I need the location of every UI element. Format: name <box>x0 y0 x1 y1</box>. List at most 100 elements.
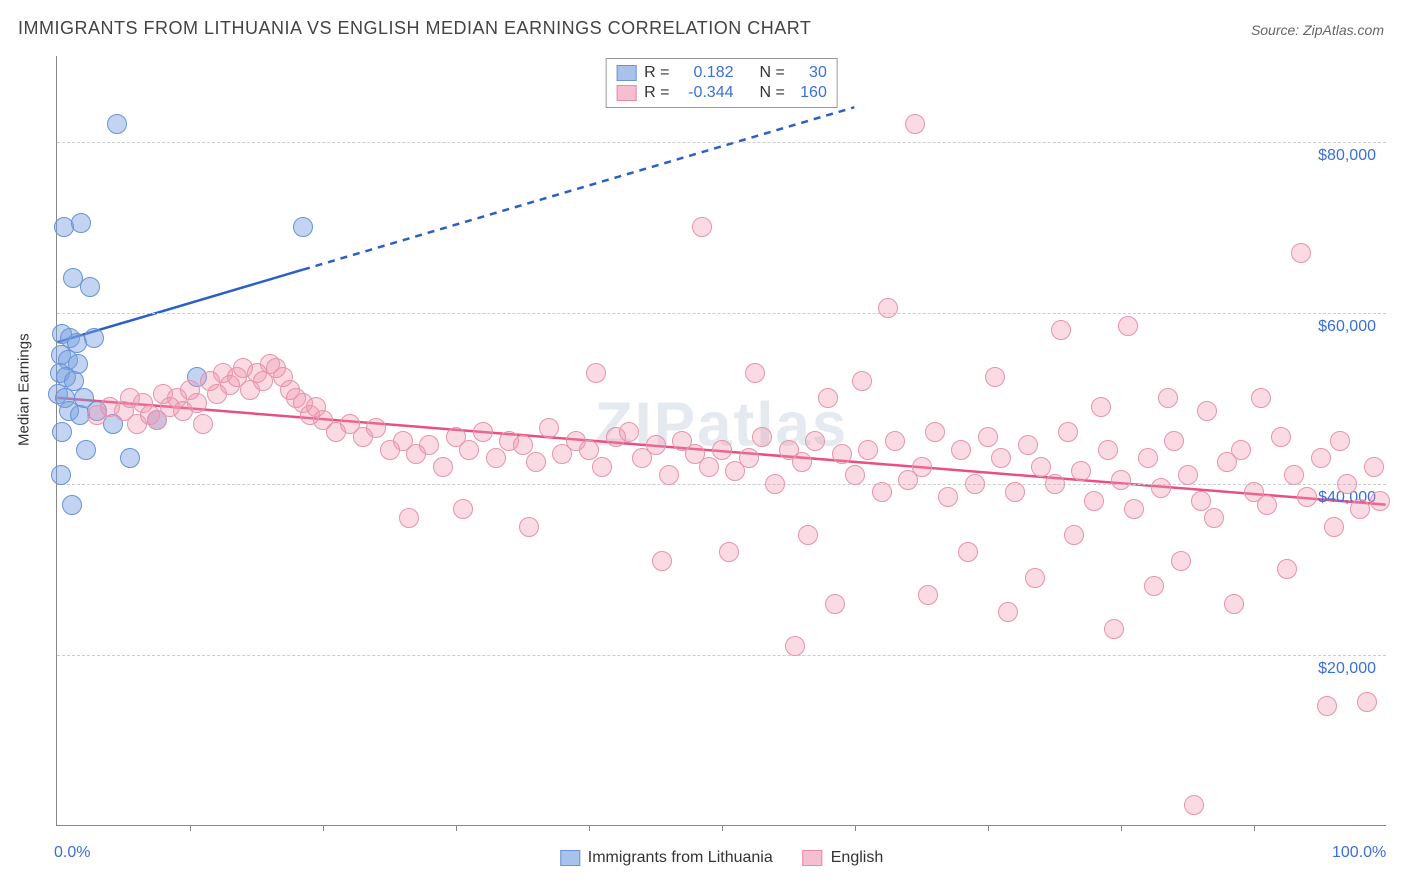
y-tick-label: $80,000 <box>1318 147 1376 165</box>
english-point <box>1337 474 1357 494</box>
x-tick <box>190 825 191 831</box>
n-value: 30 <box>793 64 827 82</box>
english-point <box>912 457 932 477</box>
english-point <box>366 418 386 438</box>
english-point <box>592 457 612 477</box>
lithuania-point <box>84 328 104 348</box>
english-point <box>513 435 533 455</box>
english-point <box>1191 491 1211 511</box>
english-point <box>1364 457 1384 477</box>
lithuania-trendline-dashed <box>303 107 854 269</box>
english-point <box>1031 457 1051 477</box>
english-point <box>1224 594 1244 614</box>
english-point <box>985 367 1005 387</box>
english-point <box>1311 448 1331 468</box>
english-point <box>473 422 493 442</box>
n-label: N = <box>760 64 785 82</box>
english-point <box>1051 320 1071 340</box>
english-point <box>187 393 207 413</box>
english-point <box>1357 692 1377 712</box>
x-axis-min-label: 0.0% <box>54 844 90 862</box>
lithuania-point <box>52 422 72 442</box>
english-point <box>958 542 978 562</box>
english-point <box>1370 491 1390 511</box>
english-point <box>858 440 878 460</box>
english-point <box>765 474 785 494</box>
english-point <box>845 465 865 485</box>
english-point <box>752 427 772 447</box>
x-tick <box>1121 825 1122 831</box>
english-point <box>1111 470 1131 490</box>
english-point <box>1330 431 1350 451</box>
english-point <box>1251 388 1271 408</box>
english-point <box>646 435 666 455</box>
legend-swatch <box>560 850 580 866</box>
english-point <box>1138 448 1158 468</box>
x-tick <box>988 825 989 831</box>
english-point <box>193 414 213 434</box>
y-tick-label: $60,000 <box>1318 318 1376 336</box>
english-point <box>832 444 852 464</box>
english-point <box>1144 576 1164 596</box>
legend-stats-box: R =0.182N =30R =-0.344N =160 <box>605 58 838 108</box>
english-point <box>1204 508 1224 528</box>
plot-area: ZIPatlas R =0.182N =30R =-0.344N =160 Im… <box>56 56 1386 826</box>
english-point <box>399 508 419 528</box>
r-label: R = <box>644 64 669 82</box>
english-point <box>619 422 639 442</box>
english-point <box>1171 551 1191 571</box>
english-point <box>991 448 1011 468</box>
english-point <box>1025 568 1045 588</box>
r-value: -0.344 <box>678 84 734 102</box>
english-point <box>798 525 818 545</box>
english-point <box>652 551 672 571</box>
x-tick <box>456 825 457 831</box>
english-point <box>692 217 712 237</box>
r-label: R = <box>644 84 669 102</box>
english-point <box>712 440 732 460</box>
english-point <box>818 388 838 408</box>
english-point <box>719 542 739 562</box>
english-point <box>1124 499 1144 519</box>
english-point <box>872 482 892 502</box>
lithuania-point <box>51 465 71 485</box>
english-point <box>1324 517 1344 537</box>
lithuania-point <box>71 213 91 233</box>
legend-item: Immigrants from Lithuania <box>560 849 773 867</box>
english-point <box>1151 478 1171 498</box>
english-point <box>453 499 473 519</box>
gridline <box>57 313 1386 314</box>
english-point <box>805 431 825 451</box>
lithuania-point <box>120 448 140 468</box>
lithuania-point <box>76 440 96 460</box>
english-point <box>1297 487 1317 507</box>
x-tick <box>722 825 723 831</box>
lithuania-point <box>80 277 100 297</box>
english-point <box>659 465 679 485</box>
legend-swatch <box>616 65 636 81</box>
english-point <box>1164 431 1184 451</box>
english-point <box>1184 795 1204 815</box>
legend-label: Immigrants from Lithuania <box>588 849 773 867</box>
y-tick-label: $20,000 <box>1318 660 1376 678</box>
x-tick <box>323 825 324 831</box>
english-point <box>1091 397 1111 417</box>
english-point <box>1018 435 1038 455</box>
english-point <box>1271 427 1291 447</box>
english-point <box>905 114 925 134</box>
english-point <box>1084 491 1104 511</box>
lithuania-point <box>293 217 313 237</box>
english-point <box>918 585 938 605</box>
lithuania-point <box>62 495 82 515</box>
lithuania-point <box>107 114 127 134</box>
legend-bottom: Immigrants from LithuaniaEnglish <box>560 849 883 867</box>
english-point <box>1284 465 1304 485</box>
source-label: Source: ZipAtlas.com <box>1251 22 1384 38</box>
x-tick <box>589 825 590 831</box>
english-point <box>419 435 439 455</box>
x-tick <box>855 825 856 831</box>
english-point <box>699 457 719 477</box>
english-point <box>1178 465 1198 485</box>
n-value: 160 <box>793 84 827 102</box>
english-point <box>1317 696 1337 716</box>
